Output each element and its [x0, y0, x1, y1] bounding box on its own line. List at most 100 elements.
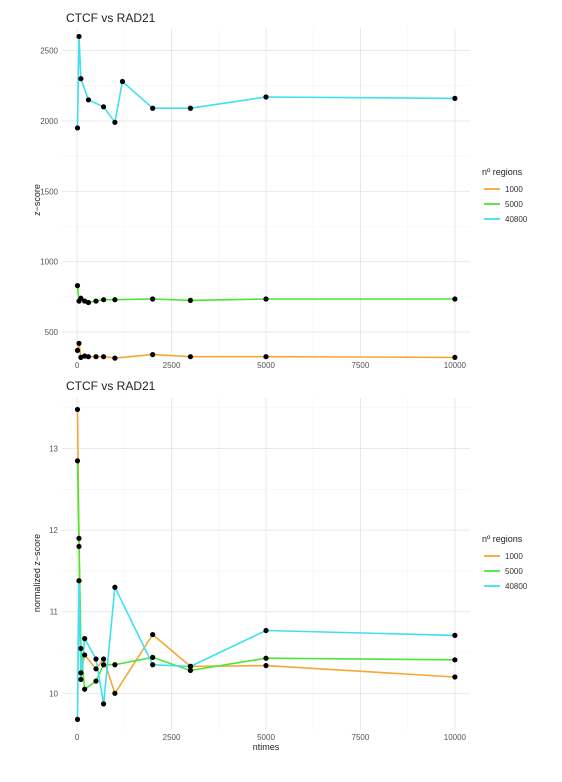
- top-y-tick-label: 2500: [40, 47, 58, 56]
- top-data-point-1000: [112, 355, 118, 361]
- top-data-point-1000: [85, 354, 92, 360]
- top-legend-label-5000: 5000: [505, 200, 523, 209]
- bottom-data-point-1000: [93, 666, 99, 672]
- bottom-data-point-40800: [100, 701, 107, 707]
- bottom-chart-title: CTCF vs RAD21: [66, 379, 156, 393]
- top-x-tick-label: 10000: [444, 361, 467, 370]
- bottom-y-tick-label: 12: [49, 526, 58, 535]
- top-x-tick-label: 2500: [163, 361, 181, 370]
- bottom-data-point-5000: [150, 654, 156, 661]
- bottom-data-point-5000: [74, 458, 81, 464]
- top-data-point-5000: [100, 297, 107, 303]
- top-data-point-1000: [76, 340, 82, 346]
- top-data-point-40800: [78, 76, 84, 82]
- top-data-point-5000: [78, 295, 84, 301]
- top-data-point-1000: [100, 354, 107, 360]
- bottom-data-point-40800: [74, 716, 81, 722]
- bottom-data-point-40800: [78, 676, 84, 683]
- top-data-point-5000: [263, 296, 269, 302]
- bottom-data-point-5000: [76, 535, 82, 541]
- bottom-legend: nº regions 1000 5000 40800: [482, 534, 528, 591]
- top-data-point-5000: [452, 296, 458, 302]
- top-data-point-40800: [119, 78, 126, 85]
- top-gridlines: [62, 28, 470, 356]
- top-data-point-1000: [74, 347, 81, 353]
- top-data-point-1000: [187, 354, 194, 360]
- top-series: [74, 33, 458, 361]
- bottom-x-tick-label: 5000: [257, 733, 275, 742]
- bottom-data-point-5000: [78, 645, 84, 652]
- top-data-point-1000: [263, 354, 269, 360]
- bottom-data-point-40800: [452, 632, 458, 638]
- bottom-data-point-40800: [93, 656, 99, 662]
- bottom-data-point-1000: [452, 674, 458, 680]
- top-data-point-5000: [85, 299, 92, 306]
- bottom-x-tick-label: 7500: [352, 733, 370, 742]
- bottom-y-tick-label: 10: [49, 689, 58, 698]
- bottom-data-point-40800: [76, 578, 82, 584]
- top-legend-label-40800: 40800: [505, 215, 528, 224]
- top-data-point-5000: [112, 297, 118, 303]
- top-data-point-40800: [100, 104, 107, 110]
- top-y-tick-label: 2000: [40, 117, 58, 126]
- top-panel: CTCF vs RAD21 z−score 0 2500 5000 7500 10000…: [32, 11, 528, 370]
- bottom-legend-label-1000: 1000: [505, 552, 523, 561]
- bottom-data-point-40800: [263, 627, 269, 634]
- bottom-legend-label-5000: 5000: [505, 567, 523, 576]
- top-legend-label-1000: 1000: [505, 185, 523, 194]
- bottom-panel: CTCF vs RAD21 normalized z−score ntimes …: [32, 379, 528, 752]
- top-data-point-40800: [74, 125, 81, 131]
- bottom-x-tick-label: 0: [75, 733, 80, 742]
- top-data-point-5000: [187, 297, 194, 303]
- bottom-data-point-5000: [112, 662, 118, 668]
- bottom-data-point-1000: [150, 631, 156, 638]
- bottom-y-tick-label: 11: [50, 608, 59, 617]
- bottom-data-point-5000: [93, 678, 99, 684]
- bottom-y-axis-label: normalized z−score: [32, 534, 42, 612]
- bottom-legend-label-40800: 40800: [505, 582, 528, 591]
- bottom-data-point-5000: [452, 657, 458, 663]
- top-y-axis-label: z−score: [32, 184, 42, 216]
- top-legend: nº regions 1000 5000 40800: [482, 167, 528, 224]
- bottom-legend-title: nº regions: [482, 534, 523, 544]
- bottom-x-tick-label: 2500: [163, 733, 181, 742]
- bottom-data-point-5000: [100, 662, 107, 668]
- bottom-data-point-1000: [112, 690, 118, 696]
- bottom-data-point-5000: [187, 667, 194, 674]
- bottom-data-point-1000: [82, 652, 88, 658]
- top-data-point-40800: [263, 94, 269, 100]
- bottom-data-point-5000: [82, 686, 88, 692]
- top-y-tick-label: 1500: [40, 187, 58, 196]
- bottom-y-tick-label: 13: [49, 445, 58, 454]
- top-data-point-40800: [85, 97, 92, 103]
- top-data-point-1000: [93, 354, 99, 360]
- bottom-data-point-1000: [76, 543, 82, 550]
- bottom-data-point-40800: [82, 636, 88, 642]
- top-tick-labels: 0 2500 5000 7500 10000 500 1000 1500 2000 2500: [40, 47, 466, 370]
- top-data-point-40800: [150, 105, 156, 111]
- top-legend-title: nº regions: [482, 167, 523, 177]
- top-data-point-5000: [150, 296, 156, 302]
- bottom-x-tick-label: 10000: [444, 733, 467, 742]
- top-chart-title: CTCF vs RAD21: [66, 11, 156, 25]
- top-y-tick-label: 1000: [40, 258, 58, 267]
- top-x-tick-label: 0: [75, 361, 80, 370]
- top-data-point-40800: [452, 95, 458, 101]
- top-y-tick-label: 500: [45, 328, 59, 337]
- top-data-point-1000: [452, 354, 458, 361]
- top-data-point-5000: [93, 298, 99, 304]
- bottom-data-point-1000: [74, 406, 81, 413]
- bottom-data-point-1000: [263, 662, 269, 669]
- bottom-data-point-1000: [100, 656, 107, 662]
- bottom-gridlines: [62, 398, 470, 730]
- top-x-tick-label: 5000: [257, 361, 275, 370]
- bottom-x-axis-label: ntimes: [253, 742, 280, 752]
- top-data-point-5000: [74, 283, 81, 289]
- top-data-point-40800: [76, 33, 82, 40]
- bottom-data-point-1000: [78, 670, 84, 676]
- bottom-series: [74, 406, 458, 722]
- bottom-data-point-40800: [187, 663, 194, 669]
- bottom-data-point-5000: [263, 655, 269, 661]
- bottom-tick-labels: 0 2500 5000 7500 10000 10 11 12 13: [49, 445, 466, 742]
